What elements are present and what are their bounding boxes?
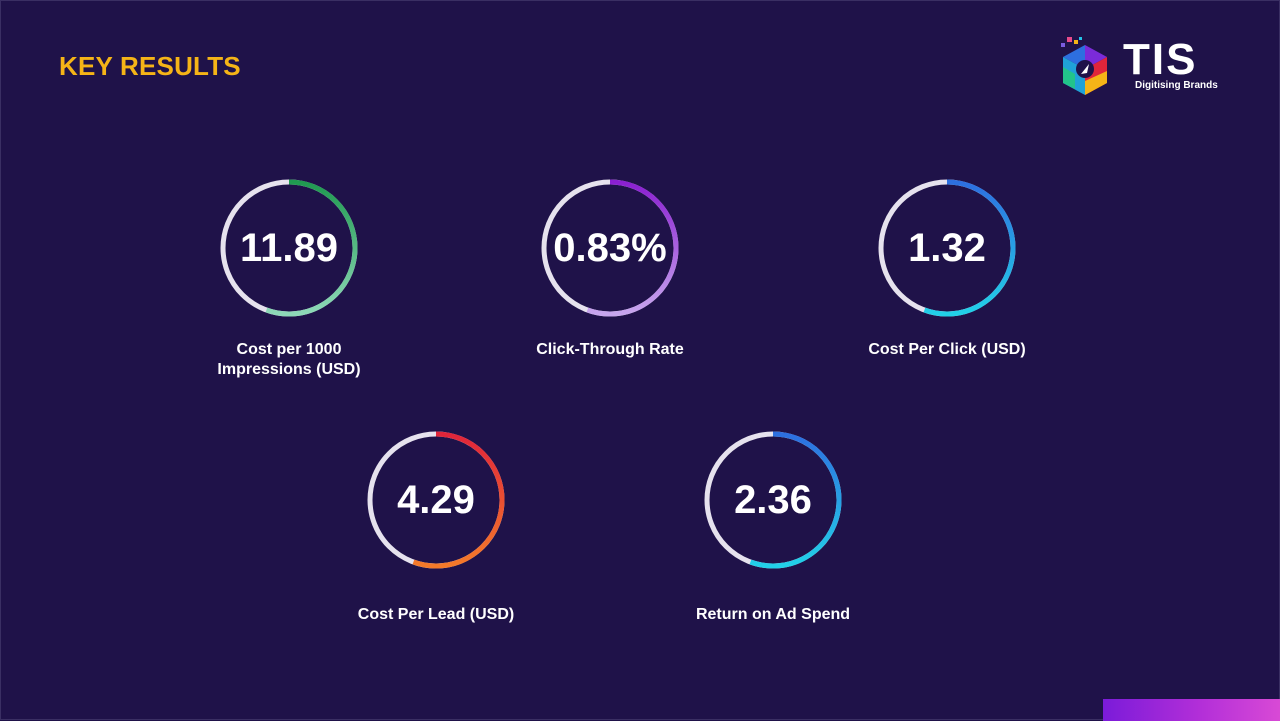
kpi-label: Cost per 1000 Impressions (USD): [217, 341, 361, 378]
ring-progress-arc: [586, 179, 679, 317]
kpi-label: Click-Through Rate: [536, 341, 684, 358]
ring-progress-arc: [749, 431, 842, 569]
kpi-value: 2.36: [734, 477, 812, 522]
logo-tagline: Digitising Brands: [1135, 80, 1218, 91]
ring-gauge-icon: [704, 431, 842, 569]
brand-logo: TIS Digitising Brands: [1057, 35, 1237, 97]
kpi-label: Cost Per Click (USD): [868, 341, 1026, 358]
kpi-value: 11.89: [240, 225, 338, 270]
ring-gauge-icon: [878, 179, 1016, 317]
kpi-label: Return on Ad Spend: [695, 606, 851, 623]
kpi-value: 1.32: [908, 225, 986, 270]
ring-progress-arc: [923, 179, 1016, 317]
accent-bar: [1103, 699, 1280, 721]
ring-progress-arc: [412, 431, 505, 569]
logo-wordmark: TIS: [1123, 35, 1198, 84]
kpi-value: 4.29: [397, 477, 475, 522]
ring-gauge-icon: [367, 431, 505, 569]
page-title: KEY RESULTS: [59, 51, 241, 81]
ring-progress-arc: [265, 179, 358, 317]
cube-logo-icon: [1061, 37, 1107, 95]
kpi-value: 0.83%: [553, 225, 667, 270]
kpi-label: Cost Per Lead (USD): [357, 606, 515, 623]
ring-gauge-icon: [541, 179, 679, 317]
ring-gauge-icon: [220, 179, 358, 317]
